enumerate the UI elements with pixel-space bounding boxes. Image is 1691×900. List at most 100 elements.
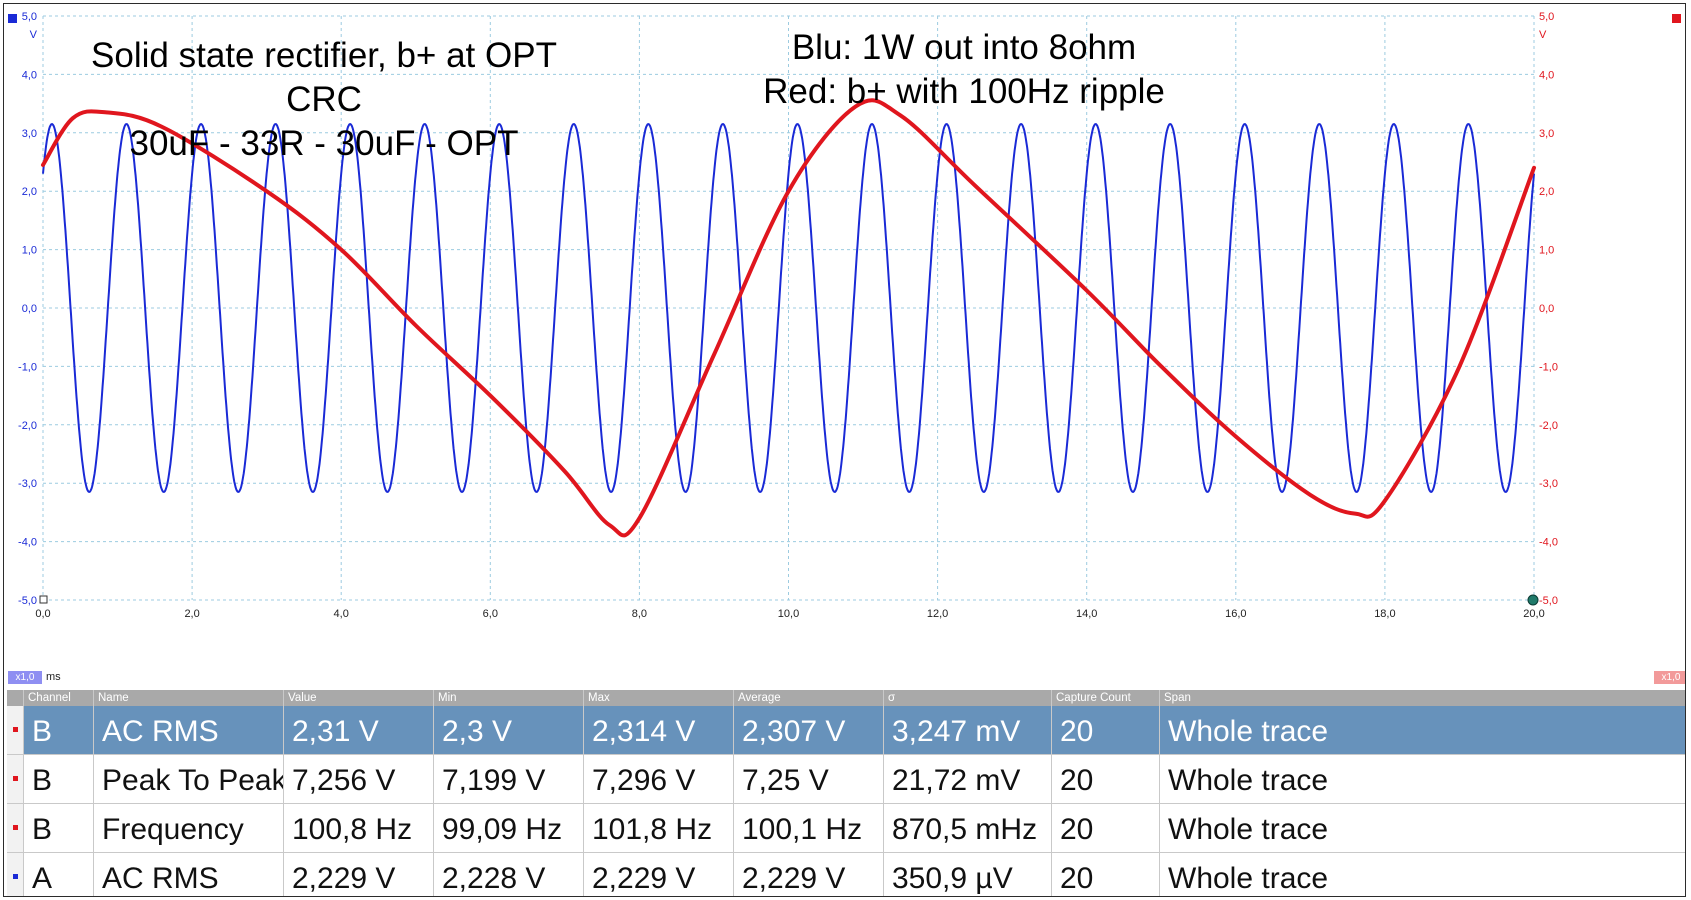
x-axis-tick-label: 18,0 xyxy=(1374,608,1395,620)
x-axis-tick-label: 6,0 xyxy=(483,608,498,620)
header-span[interactable]: Span xyxy=(1159,690,1685,706)
header-channel[interactable]: Channel xyxy=(23,690,93,706)
cell-span: Whole trace xyxy=(1159,853,1685,896)
left-axis-tick-label: 3,0 xyxy=(22,128,37,140)
right-axis-tick-label: -1,0 xyxy=(1539,361,1558,373)
right-axis-tick-label: 0,0 xyxy=(1539,303,1554,315)
header-name[interactable]: Name xyxy=(93,690,283,706)
cell-channel: B xyxy=(23,706,93,754)
trigger-marker xyxy=(1527,594,1539,606)
channel-a-trace xyxy=(42,123,1535,493)
annotation-right-line-2: Red: b+ with 100Hz ripple xyxy=(763,72,1165,111)
cell-name: AC RMS xyxy=(93,706,283,754)
left-axis-tick-label: 5,0 xyxy=(22,11,37,23)
cell-channel: B xyxy=(23,755,93,803)
left-axis-unit: V xyxy=(30,29,38,41)
cell-count: 20 xyxy=(1051,804,1159,852)
row-handle[interactable] xyxy=(7,706,24,754)
left-axis-tick-label: -2,0 xyxy=(18,420,37,432)
cell-span: Whole trace xyxy=(1159,804,1685,852)
annotation-left-line-1: Solid state rectifier, b+ at OPT xyxy=(91,36,557,75)
right-axis-tick-label: 5,0 xyxy=(1539,11,1554,23)
channel-color-swatch xyxy=(13,825,18,830)
cell-max: 2,229 V xyxy=(583,853,733,896)
cell-min: 2,3 V xyxy=(433,706,583,754)
cell-average: 2,307 V xyxy=(733,706,883,754)
cell-sigma: 870,5 mHz xyxy=(883,804,1051,852)
row-handle[interactable] xyxy=(7,755,24,803)
cell-channel: B xyxy=(23,804,93,852)
measurements-table: Channel Name Value Min Max Average σ Cap… xyxy=(7,690,1685,896)
cell-average: 100,1 Hz xyxy=(733,804,883,852)
annotation-right-line-1: Blu: 1W out into 8ohm xyxy=(791,28,1137,67)
right-axis-tick-label: -2,0 xyxy=(1539,420,1558,432)
cell-max: 7,296 V xyxy=(583,755,733,803)
right-axis-tick-label: -4,0 xyxy=(1539,537,1558,549)
cell-value: 2,229 V xyxy=(283,853,433,896)
row-handle[interactable] xyxy=(7,853,24,896)
x-axis-tick-label: 0,0 xyxy=(35,608,50,620)
cell-sigma: 350,9 µV xyxy=(883,853,1051,896)
x-axis-tick-label: 20,0 xyxy=(1523,608,1544,620)
x-axis-tick-label: 2,0 xyxy=(184,608,199,620)
measurement-row[interactable]: A AC RMS 2,229 V 2,228 V 2,229 V 2,229 V 350,9… xyxy=(7,853,1685,896)
annotation-right: Blu: 1W out into 8ohm Red: b+ with 100Hz… xyxy=(704,26,1224,114)
header-average[interactable]: Average xyxy=(733,690,883,706)
right-axis-tick-label: 3,0 xyxy=(1539,128,1554,140)
cell-value: 100,8 Hz xyxy=(283,804,433,852)
header-value[interactable]: Value xyxy=(283,690,433,706)
cell-min: 7,199 V xyxy=(433,755,583,803)
x-zoom-button[interactable]: x1,0 xyxy=(8,671,42,684)
channel-b-scale-marker[interactable] xyxy=(1672,14,1681,23)
left-axis-tick-label: -1,0 xyxy=(18,361,37,373)
measurement-row[interactable]: B AC RMS 2,31 V 2,3 V 2,314 V 2,307 V 3,247 mV… xyxy=(7,706,1685,755)
left-axis-tick-label: -3,0 xyxy=(18,478,37,490)
left-axis-tick-label: 1,0 xyxy=(22,245,37,257)
cell-name: AC RMS xyxy=(93,853,283,896)
right-axis-tick-label: 4,0 xyxy=(1539,69,1554,81)
channel-color-swatch xyxy=(13,776,18,781)
x-origin-marker xyxy=(39,595,48,604)
x-axis-tick-label: 14,0 xyxy=(1076,608,1097,620)
scope-plot[interactable]: 5,0 4,0 3,0 2,0 1,0 0,0 -1,0 -2,0 -3,0 -4,0 -5,0 V 5… xyxy=(4,4,1686,690)
left-axis-tick-label: 0,0 xyxy=(22,303,37,315)
x-axis-tick-label: 8,0 xyxy=(632,608,647,620)
cell-span: Whole trace xyxy=(1159,706,1685,754)
row-handle[interactable] xyxy=(7,804,24,852)
header-max[interactable]: Max xyxy=(583,690,733,706)
x-axis-tick-label: 16,0 xyxy=(1225,608,1246,620)
cell-average: 2,229 V xyxy=(733,853,883,896)
cell-count: 20 xyxy=(1051,853,1159,896)
x-axis-tick-label: 4,0 xyxy=(334,608,349,620)
x-axis-tick-label: 12,0 xyxy=(927,608,948,620)
cell-max: 2,314 V xyxy=(583,706,733,754)
left-axis-tick-label: 4,0 xyxy=(22,69,37,81)
scope-window: 5,0 4,0 3,0 2,0 1,0 0,0 -1,0 -2,0 -3,0 -4,0 -5,0 V 5… xyxy=(3,3,1686,897)
measurement-row[interactable]: B Frequency 100,8 Hz 99,09 Hz 101,8 Hz 100,1 … xyxy=(7,804,1685,853)
cell-name: Peak To Peak xyxy=(93,755,283,803)
annotation-left: Solid state rectifier, b+ at OPT CRC 30u… xyxy=(34,34,614,166)
cell-value: 7,256 V xyxy=(283,755,433,803)
annotation-left-line-3: 30uF - 33R - 30uF - OPT xyxy=(129,124,519,163)
measurements-header: Channel Name Value Min Max Average σ Cap… xyxy=(7,690,1685,706)
right-axis-tick-label: 2,0 xyxy=(1539,186,1554,198)
header-sigma[interactable]: σ xyxy=(883,690,1051,706)
cell-span: Whole trace xyxy=(1159,755,1685,803)
measurement-row[interactable]: B Peak To Peak 7,256 V 7,199 V 7,296 V 7,25 V… xyxy=(7,755,1685,804)
header-capture-count[interactable]: Capture Count xyxy=(1051,690,1159,706)
channel-color-swatch xyxy=(13,727,18,732)
right-axis-tick-label: 1,0 xyxy=(1539,245,1554,257)
channel-b-trace xyxy=(41,98,1536,538)
cell-sigma: 21,72 mV xyxy=(883,755,1051,803)
channel-a-scale-marker[interactable] xyxy=(8,14,17,23)
x-axis-unit: ms xyxy=(46,671,61,683)
x-axis-tick-label: 10,0 xyxy=(778,608,799,620)
cell-max: 101,8 Hz xyxy=(583,804,733,852)
cell-channel: A xyxy=(23,853,93,896)
left-axis-tick-label: -5,0 xyxy=(18,595,37,607)
cell-name: Frequency xyxy=(93,804,283,852)
y-zoom-button[interactable]: x1,0 xyxy=(1654,671,1685,684)
header-min[interactable]: Min xyxy=(433,690,583,706)
left-axis-tick-label: 2,0 xyxy=(22,186,37,198)
right-axis-tick-label: -3,0 xyxy=(1539,478,1558,490)
